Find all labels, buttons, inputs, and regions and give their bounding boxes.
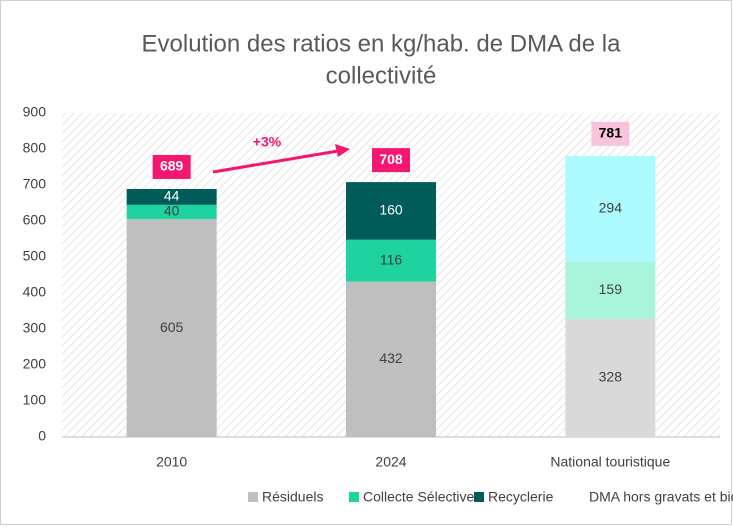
- total-label: 781: [599, 125, 623, 141]
- bar-segment: [346, 182, 436, 240]
- data-label: 40: [164, 203, 180, 219]
- legend-note: DMA hors gravats et biodéchets compostés: [589, 489, 733, 505]
- total-label: 708: [379, 151, 403, 167]
- y-tick-label: 0: [38, 428, 46, 444]
- bar-segment: [346, 239, 436, 282]
- total-box: [372, 148, 410, 173]
- legend-label: Recyclerie: [488, 489, 554, 505]
- y-tick-label: 500: [23, 248, 47, 264]
- chart-title: Evolution des ratios en kg/hab. de DMA d…: [142, 30, 622, 57]
- y-tick-label: 600: [23, 212, 47, 228]
- y-tick-label: 200: [23, 356, 47, 372]
- data-label: 159: [599, 281, 623, 297]
- bar-segment: [565, 155, 656, 262]
- data-label: 328: [599, 369, 623, 385]
- bar-segment: [565, 318, 656, 437]
- chart-title: collectivité: [326, 62, 437, 89]
- y-tick-label: 400: [23, 284, 47, 300]
- y-tick-label: 900: [23, 104, 47, 120]
- legend-swatch: [349, 492, 359, 502]
- bar-segment: [126, 204, 217, 220]
- bar-segment: [346, 281, 436, 437]
- total-label: 689: [160, 158, 184, 174]
- data-label: 116: [380, 251, 403, 267]
- y-tick-label: 800: [23, 140, 47, 156]
- legend-label: Collecte Sélective: [363, 489, 474, 505]
- legend-label: Résiduels: [262, 489, 323, 505]
- x-tick-label: 2024: [375, 454, 406, 470]
- data-label: 160: [379, 202, 403, 218]
- y-tick-label: 300: [23, 320, 47, 336]
- y-tick-label: 700: [23, 176, 47, 192]
- annotation-arrow: [212, 149, 339, 174]
- x-tick-label: National touristique: [550, 454, 670, 470]
- bar-segment: [565, 261, 656, 319]
- annotation: +3%: [253, 134, 282, 150]
- data-label: 44: [164, 188, 180, 204]
- x-tick-label: 2010: [156, 454, 187, 470]
- data-label: 605: [160, 319, 184, 335]
- bar-segment: [126, 188, 217, 205]
- data-label: 432: [379, 350, 403, 366]
- legend-swatch: [248, 492, 258, 502]
- y-tick-label: 100: [23, 392, 47, 408]
- legend-swatch: [474, 492, 484, 502]
- data-label: 294: [599, 199, 623, 215]
- bar-segment: [126, 219, 217, 437]
- total-box: [152, 154, 191, 179]
- arrow-head: [335, 144, 350, 157]
- total-box: [591, 121, 630, 146]
